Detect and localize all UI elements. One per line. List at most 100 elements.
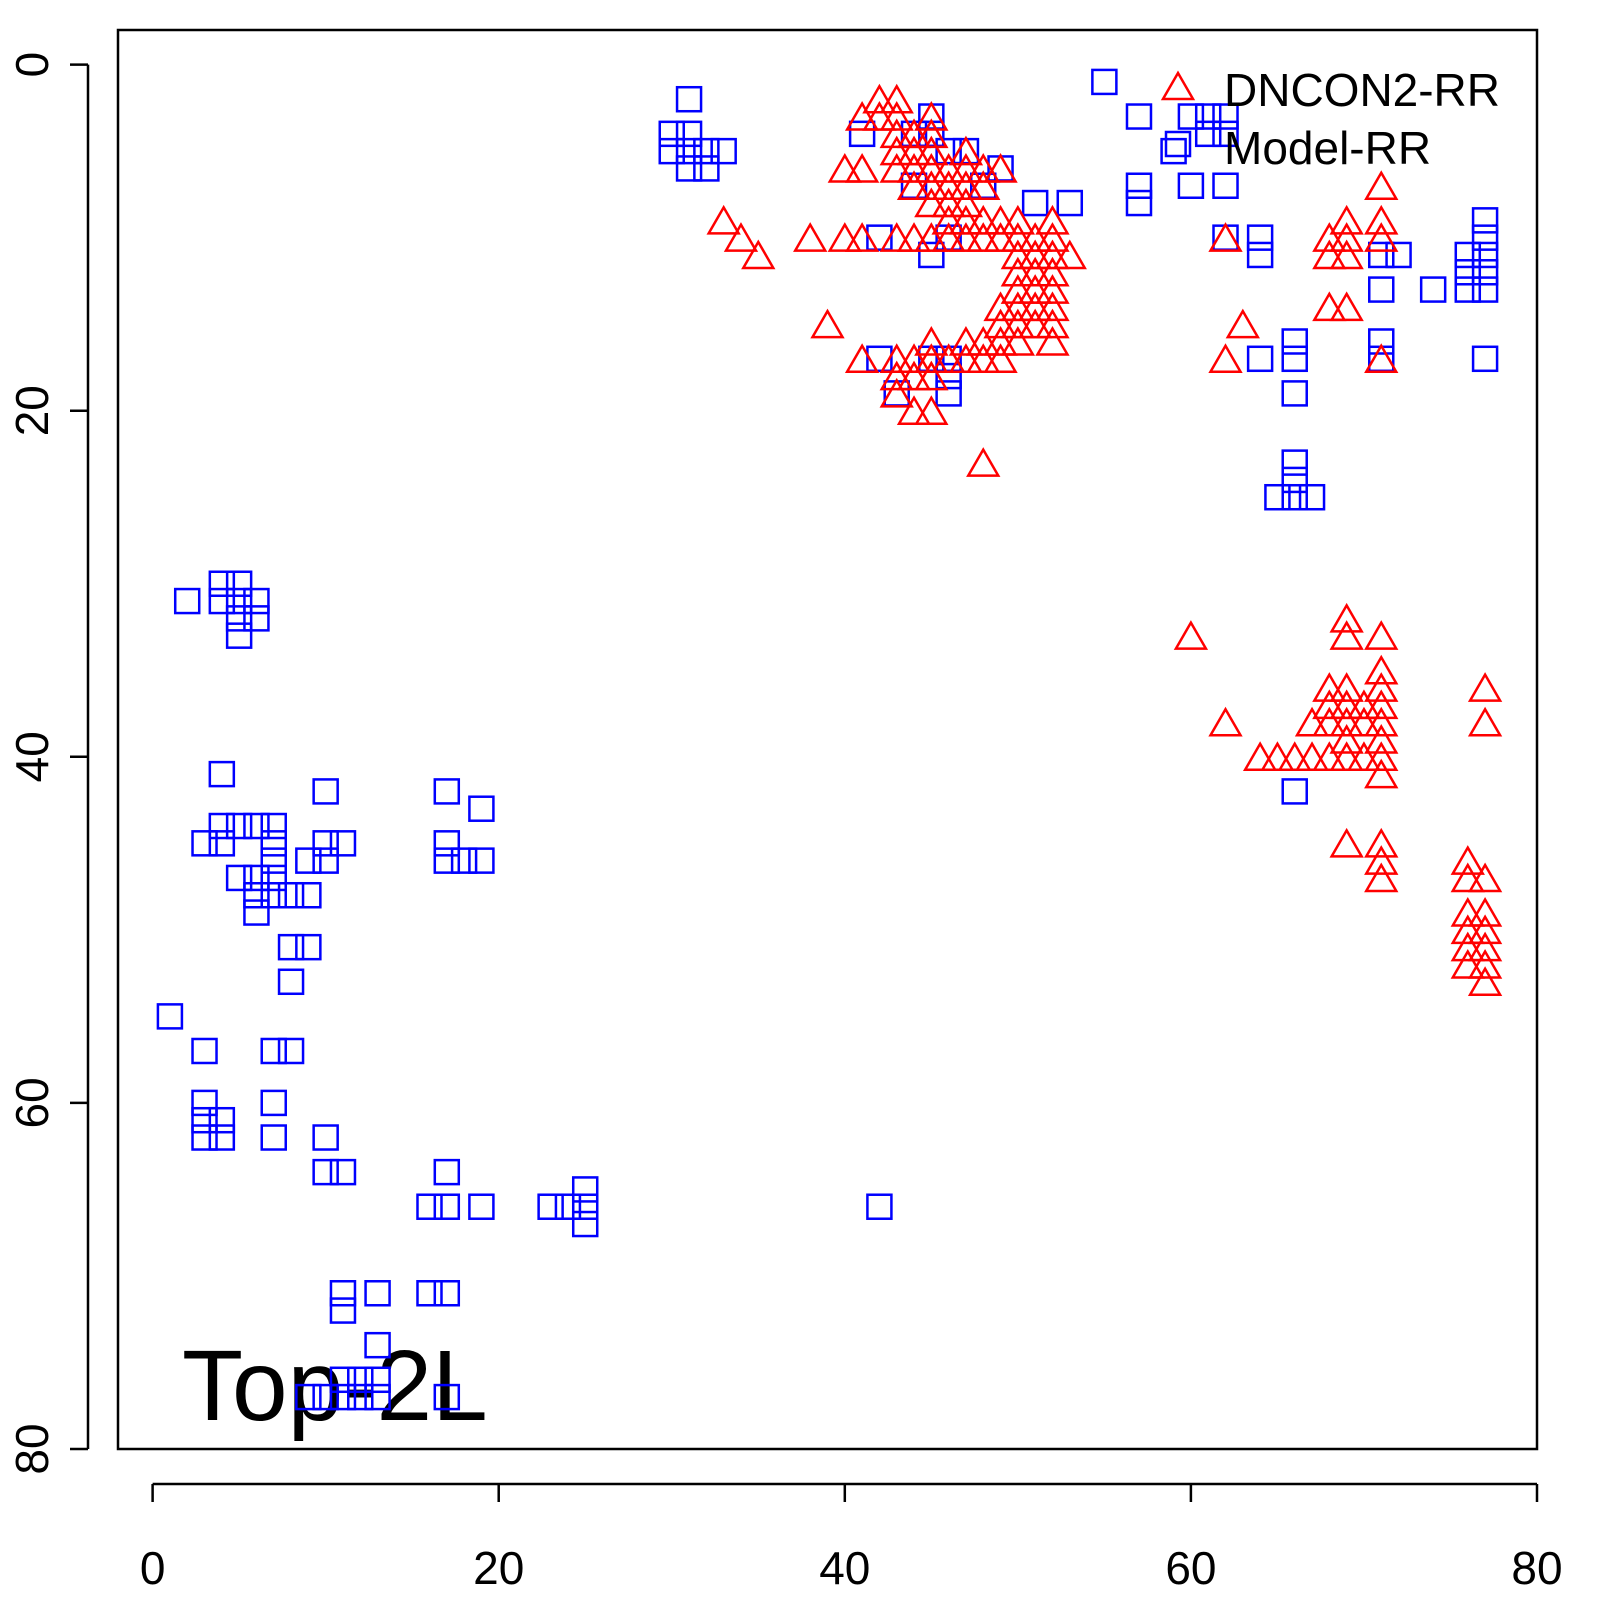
square-point bbox=[260, 1124, 287, 1151]
x-tick-label: 40 bbox=[819, 1542, 870, 1594]
triangle-point bbox=[931, 343, 966, 374]
square-point bbox=[571, 1193, 599, 1220]
square-point bbox=[225, 812, 253, 840]
x-tick-label: 0 bbox=[140, 1542, 166, 1594]
triangle-point bbox=[1225, 308, 1260, 339]
triangle-point bbox=[1000, 256, 1036, 287]
triangle-point bbox=[1364, 723, 1399, 754]
triangle-point bbox=[1035, 256, 1070, 287]
square-point bbox=[1177, 103, 1205, 130]
triangle-point bbox=[844, 152, 880, 183]
triangle-point bbox=[1052, 239, 1087, 270]
square-point bbox=[1419, 276, 1447, 303]
square-point bbox=[693, 155, 720, 182]
square-point bbox=[1212, 103, 1239, 130]
square-point bbox=[450, 847, 478, 874]
square-point bbox=[364, 1366, 391, 1394]
triangle-point bbox=[966, 152, 1001, 183]
triangle-point bbox=[879, 360, 914, 391]
triangle-point bbox=[1467, 948, 1503, 979]
triangle-point bbox=[879, 83, 914, 114]
square-point bbox=[675, 137, 703, 165]
square-point bbox=[537, 1193, 564, 1220]
square-point bbox=[433, 1158, 461, 1186]
x-tick-label: 80 bbox=[1511, 1542, 1562, 1594]
triangle-point bbox=[948, 135, 984, 166]
square-point bbox=[866, 1193, 893, 1220]
triangle-point bbox=[879, 101, 914, 131]
square-point bbox=[571, 1176, 599, 1203]
triangle-point bbox=[1312, 239, 1347, 270]
square-point bbox=[918, 241, 945, 269]
square-point bbox=[312, 1383, 339, 1411]
square-point bbox=[866, 224, 893, 251]
square-point bbox=[208, 1124, 236, 1151]
square-point bbox=[329, 1280, 357, 1307]
triangle-point bbox=[966, 447, 1001, 477]
triangle-point bbox=[879, 135, 914, 166]
square-point bbox=[1454, 241, 1482, 269]
triangle-point bbox=[1364, 741, 1399, 772]
triangle-point bbox=[1000, 325, 1036, 356]
triangle-point bbox=[1329, 291, 1364, 322]
triangle-point bbox=[1329, 620, 1364, 650]
triangle-point bbox=[914, 395, 949, 425]
square-point bbox=[1385, 241, 1412, 269]
square-point bbox=[710, 137, 737, 165]
square-point bbox=[1368, 241, 1395, 269]
triangle-point bbox=[1329, 706, 1364, 737]
square-point bbox=[364, 1280, 391, 1307]
square-point bbox=[225, 622, 253, 649]
square-point bbox=[1281, 380, 1308, 407]
triangle-point bbox=[1017, 274, 1053, 304]
y-tick-label: 40 bbox=[6, 731, 58, 782]
square-point bbox=[1281, 466, 1308, 494]
triangle-point bbox=[1017, 308, 1053, 339]
square-point bbox=[1264, 483, 1291, 511]
triangle-point bbox=[1329, 602, 1364, 633]
square-point bbox=[260, 881, 287, 909]
triangle-point bbox=[1450, 931, 1485, 962]
square-point bbox=[433, 847, 461, 874]
triangle-point bbox=[879, 377, 914, 408]
triangle-point bbox=[1329, 723, 1364, 754]
triangle-point bbox=[1294, 706, 1330, 737]
square-point bbox=[243, 605, 270, 632]
triangle-point bbox=[1364, 758, 1399, 789]
square-point bbox=[329, 1158, 357, 1186]
triangle-point bbox=[914, 222, 949, 252]
triangle-point bbox=[914, 187, 949, 218]
square-point bbox=[1281, 449, 1308, 476]
y-tick-label: 60 bbox=[6, 1077, 58, 1128]
square-point bbox=[312, 830, 339, 857]
square-point bbox=[260, 812, 287, 840]
triangle-point bbox=[1017, 256, 1053, 287]
triangle-point bbox=[1035, 274, 1070, 304]
triangle-point bbox=[844, 343, 880, 374]
square-point bbox=[295, 881, 322, 909]
square-point bbox=[1177, 172, 1205, 199]
triangle-point bbox=[1035, 291, 1070, 322]
triangle-point bbox=[879, 152, 914, 183]
triangle-point bbox=[1329, 827, 1364, 858]
square-point bbox=[1471, 241, 1499, 269]
triangle-point bbox=[827, 152, 862, 183]
square-point bbox=[935, 380, 962, 407]
square-point bbox=[225, 605, 253, 632]
square-point bbox=[658, 137, 686, 165]
triangle-point bbox=[1364, 827, 1399, 858]
triangle-point bbox=[1242, 741, 1278, 772]
triangle-point bbox=[983, 291, 1018, 322]
square-point bbox=[191, 1037, 218, 1065]
square-point bbox=[277, 1037, 305, 1065]
triangle-point bbox=[931, 204, 966, 235]
triangle-point bbox=[931, 222, 966, 252]
triangle-point bbox=[1364, 672, 1399, 702]
square-point bbox=[416, 1193, 443, 1220]
square-point bbox=[243, 899, 270, 926]
triangle-point bbox=[1450, 845, 1485, 875]
triangle-point bbox=[1364, 204, 1399, 235]
triangle-point bbox=[879, 343, 914, 374]
triangle-point bbox=[1312, 689, 1347, 720]
square-point bbox=[208, 760, 236, 788]
